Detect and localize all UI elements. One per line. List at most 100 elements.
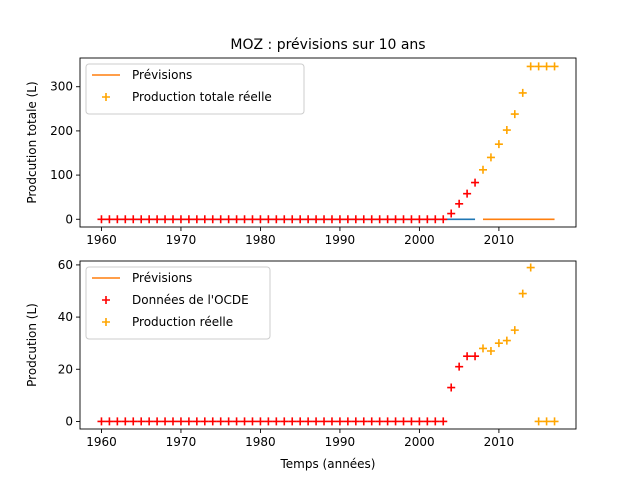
legend-label: Données de l'OCDE [132,293,249,307]
data-point [391,417,400,426]
data-point [240,215,249,224]
legend-marker-swatch [102,318,110,326]
data-point [113,417,122,426]
data-point [296,417,305,426]
data-point [121,215,130,224]
data-point [264,215,273,224]
x-tick-label: 2010 [484,435,515,449]
data-point [312,215,321,224]
y-axis-label: Prodcution totale (L) [25,81,39,203]
legend: Prévisions Production totale réelle [85,63,305,115]
data-point [137,215,146,224]
legend-marker-swatch [102,93,110,101]
y-tick-label: 20 [58,362,73,376]
legend: Prévisions Données de l'OCDE Production ré… [85,266,271,340]
x-tick-label: 1960 [86,233,117,247]
data-point [216,215,225,224]
y-tick-label: 300 [50,80,73,94]
data-point [184,417,193,426]
data-point [153,417,162,426]
data-point [407,417,416,426]
data-point [169,417,177,426]
data-point [550,62,559,71]
data-point [486,153,495,162]
data-point [280,417,289,426]
data-point [375,417,384,426]
data-point [415,417,424,426]
data-point [224,215,233,224]
data-point [208,417,217,426]
data-point [343,215,352,224]
data-point [351,215,360,224]
data-point [510,110,519,119]
axes-frame [79,57,577,228]
data-point [375,215,384,224]
data-point [304,417,313,426]
data-point [335,215,344,224]
data-point [129,417,138,426]
y-tick-label: 60 [58,258,73,272]
data-point [105,417,114,426]
data-point [510,326,519,335]
data-point [121,417,130,426]
x-tick-label: 1960 [86,435,117,449]
data-point [113,215,122,224]
data-point [327,417,336,426]
data-point [407,215,416,224]
data-point [224,417,233,426]
data-point [248,215,257,224]
chart-panel-1: 1960 1970 1980 1990 2000 2010 0 100 200 300 MOZ : … [25,37,577,247]
data-point [471,178,480,187]
data-point [367,215,376,224]
legend-box [85,266,271,340]
data-point [455,362,464,371]
data-point [534,62,543,71]
data-point [463,352,472,361]
data-point [200,215,209,224]
data-point [518,88,527,97]
data-point [176,215,185,224]
x-tick-label: 2000 [404,233,435,247]
data-point [232,215,241,224]
data-point [184,215,193,224]
legend-marker-swatch [102,296,110,304]
data-point [272,215,281,224]
legend-label: Production réelle [132,315,233,329]
data-point [145,215,154,224]
legend-box [85,63,305,115]
data-point [359,417,368,426]
data-point [383,417,392,426]
data-point [479,344,487,353]
data-point [550,417,559,426]
x-tick-label: 1990 [325,435,356,449]
data-point [129,215,138,224]
legend-label: Prévisions [132,68,192,82]
data-point [431,417,440,426]
data-point [97,417,106,426]
y-tick-label: 40 [58,310,73,324]
data-point [399,215,408,224]
x-tick-label: 1980 [245,233,276,247]
data-point [169,215,177,224]
data-point [479,165,487,174]
y-tick-label: 0 [65,414,73,428]
data-point [447,209,456,218]
x-tick-label: 1970 [166,435,197,449]
data-point [359,215,368,224]
data-point [494,140,503,149]
data-point [542,417,551,426]
x-tick-label: 1980 [245,435,276,449]
data-point [288,215,297,224]
legend-label: Production totale réelle [132,90,272,104]
data-point [200,417,209,426]
data-point [534,417,543,426]
y-axis-label: Prodcution (L) [25,303,39,387]
data-point [463,189,472,198]
data-point [137,417,146,426]
data-point [161,417,170,426]
data-point [153,215,162,224]
y-tick-label: 200 [50,124,73,138]
data-point [486,347,495,355]
data-point [296,215,305,224]
